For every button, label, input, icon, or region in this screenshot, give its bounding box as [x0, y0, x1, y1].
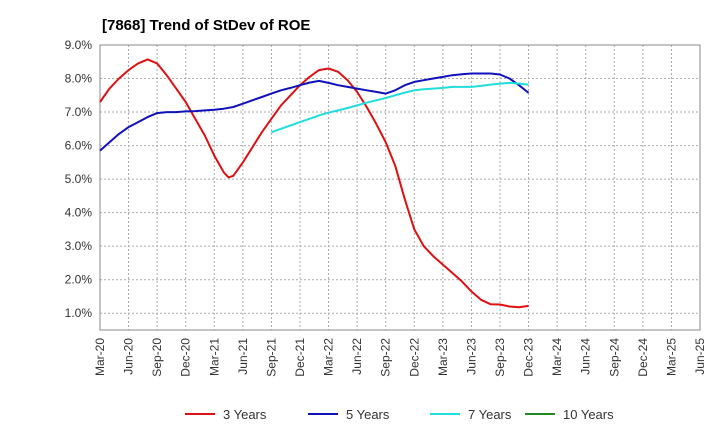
x-axis: Mar-20 Jun-20 Sep-20 Dec-20 Mar-21 Jun-21 Sep-…	[93, 338, 707, 377]
legend: 3 Years 5 Years 7 Years 10 Years	[185, 407, 614, 422]
x-tick-label: Jun-25	[693, 338, 707, 375]
x-tick-label: Sep-23	[493, 338, 507, 377]
y-tick-label: 4.0%	[65, 206, 93, 220]
x-tick-label: Jun-23	[464, 338, 478, 375]
x-tick-label: Dec-24	[636, 338, 650, 377]
x-tick-label: Dec-21	[293, 338, 307, 377]
y-tick-label: 7.0%	[65, 105, 93, 119]
series-lines	[99, 58, 530, 309]
series-line	[99, 58, 529, 309]
x-tick-label: Sep-22	[379, 338, 393, 377]
legend-label: 10 Years	[563, 407, 614, 422]
x-tick-label: Dec-20	[179, 338, 193, 377]
y-axis: 1.0% 2.0% 3.0% 4.0% 5.0% 6.0% 7.0% 8.0% 9.0%	[65, 38, 93, 320]
chart-title: [7868] Trend of StDev of ROE	[102, 17, 310, 34]
y-tick-label: 3.0%	[65, 239, 93, 253]
x-tick-label: Mar-24	[550, 338, 564, 376]
x-tick-label: Jun-24	[579, 338, 593, 375]
series-line	[99, 72, 530, 152]
x-tick-label: Sep-21	[264, 338, 278, 377]
legend-label: 5 Years	[346, 407, 390, 422]
y-tick-label: 6.0%	[65, 139, 93, 153]
y-tick-label: 8.0%	[65, 72, 93, 86]
x-tick-label: Sep-24	[607, 338, 621, 377]
series-line	[271, 81, 529, 134]
x-tick-label: Jun-20	[122, 338, 136, 375]
y-tick-label: 1.0%	[65, 306, 93, 320]
x-tick-label: Mar-23	[436, 338, 450, 376]
x-tick-label: Sep-20	[150, 338, 164, 377]
x-tick-label: Mar-22	[322, 338, 336, 376]
plot-frame	[99, 44, 701, 331]
x-tick-label: Jun-22	[350, 338, 364, 375]
x-tick-label: Mar-21	[207, 338, 221, 376]
legend-label: 3 Years	[223, 407, 267, 422]
x-tick-label: Mar-20	[93, 338, 107, 376]
y-tick-label: 9.0%	[65, 38, 93, 52]
x-tick-label: Dec-22	[407, 338, 421, 377]
x-tick-label: Mar-25	[664, 338, 678, 376]
x-tick-label: Dec-23	[522, 338, 536, 377]
y-tick-label: 5.0%	[65, 172, 93, 186]
legend-label: 7 Years	[468, 407, 512, 422]
x-tick-label: Jun-21	[236, 338, 250, 375]
y-tick-label: 2.0%	[65, 273, 93, 287]
